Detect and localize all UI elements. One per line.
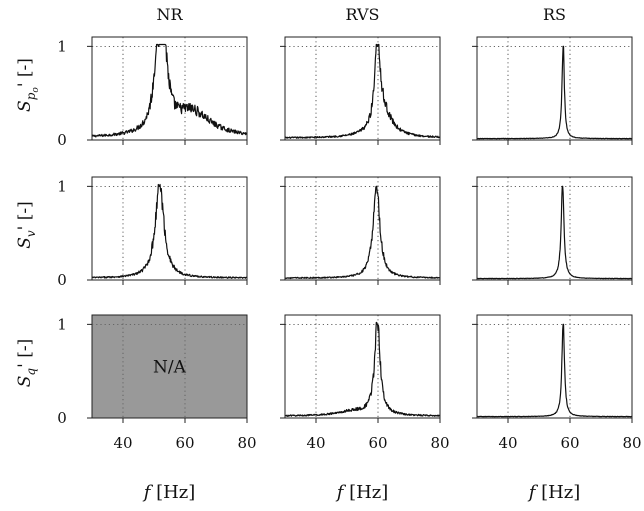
x-tick-label: 80 bbox=[430, 434, 449, 452]
row-ylabel-0: Spo' [-] bbox=[15, 58, 41, 112]
x-tick-label: 40 bbox=[498, 434, 517, 452]
spectrum-line bbox=[476, 45, 633, 140]
spectrum-line bbox=[284, 43, 441, 139]
spectrum-line bbox=[476, 323, 633, 418]
panel-r1-c0: 01 bbox=[57, 176, 248, 289]
spectrum-line bbox=[91, 43, 248, 138]
panel-r1-c2 bbox=[472, 176, 633, 285]
y-tick-label: 0 bbox=[57, 271, 67, 289]
spectrum-line bbox=[476, 185, 633, 280]
row-ylabel-1: Sv' [-] bbox=[15, 201, 38, 249]
row-ylabel-2: Sq' [-] bbox=[15, 339, 38, 387]
x-tick-label: 60 bbox=[560, 434, 579, 452]
panel-r0-c0: 01 bbox=[57, 36, 248, 149]
x-tick-label: 40 bbox=[306, 434, 325, 452]
y-tick-label: 1 bbox=[57, 177, 67, 195]
y-tick-label: 0 bbox=[57, 131, 67, 149]
column-title-rvs: RVS bbox=[346, 5, 380, 24]
plot-area bbox=[92, 177, 247, 280]
plot-area bbox=[285, 177, 440, 280]
x-tick-label: 40 bbox=[113, 434, 132, 452]
panel-r0-c2 bbox=[472, 36, 633, 145]
column-title-rs: RS bbox=[543, 5, 566, 24]
spectrum-line bbox=[284, 185, 441, 280]
x-tick-label: 80 bbox=[237, 434, 256, 452]
column-title-nr: NR bbox=[156, 5, 183, 24]
x-tick-label: 60 bbox=[368, 434, 387, 452]
x-axis-label-nr: f [Hz] bbox=[142, 482, 196, 503]
plot-area bbox=[477, 315, 632, 418]
panel-r0-c1 bbox=[280, 36, 441, 145]
na-label: N/A bbox=[153, 358, 187, 378]
x-axis-label-rs: f [Hz] bbox=[527, 482, 581, 503]
spectrum-line bbox=[284, 321, 441, 417]
panel-r2-c2: 40 60 80 bbox=[472, 314, 642, 452]
na-panel-fill bbox=[91, 314, 248, 419]
y-tick-label: 1 bbox=[57, 315, 67, 333]
panel-r2-c1: 40 60 80 bbox=[280, 314, 450, 452]
spectrum-line bbox=[91, 183, 248, 279]
y-tick-label: 0 bbox=[57, 409, 67, 427]
plot-area bbox=[285, 315, 440, 418]
panel-r1-c1 bbox=[280, 176, 441, 285]
x-axis-label-rvs: f [Hz] bbox=[335, 482, 389, 503]
x-tick-label: 60 bbox=[175, 434, 194, 452]
y-tick-label: 1 bbox=[57, 37, 67, 55]
plot-area bbox=[285, 37, 440, 140]
plot-area bbox=[477, 177, 632, 280]
plot-area bbox=[477, 37, 632, 140]
x-tick-label: 80 bbox=[622, 434, 641, 452]
panel-r2-c0: N/A 0 1 40 60 80 bbox=[57, 314, 257, 452]
